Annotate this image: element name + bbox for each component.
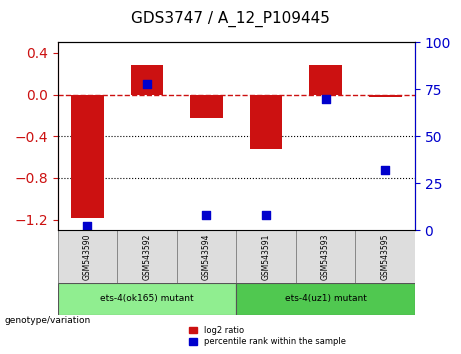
Point (84, 223, 91, 229)
Point (322, 96, 329, 102)
Text: genotype/variation: genotype/variation (5, 316, 91, 325)
Bar (130, 65, 163, 95)
Text: GSM543590: GSM543590 (83, 233, 92, 280)
FancyBboxPatch shape (58, 230, 117, 283)
Bar (309, 65, 342, 95)
FancyBboxPatch shape (117, 230, 177, 283)
FancyBboxPatch shape (355, 230, 415, 283)
Point (262, 212, 270, 218)
Text: ets-4(ok165) mutant: ets-4(ok165) mutant (100, 295, 194, 303)
FancyBboxPatch shape (236, 283, 415, 315)
FancyBboxPatch shape (236, 230, 296, 283)
Point (203, 212, 210, 218)
Bar (250, 95, 283, 149)
Text: GSM543591: GSM543591 (261, 233, 271, 280)
Bar (369, 95, 402, 97)
FancyBboxPatch shape (296, 230, 355, 283)
Text: GDS3747 / A_12_P109445: GDS3747 / A_12_P109445 (131, 11, 330, 27)
Legend: log2 ratio, percentile rank within the sample: log2 ratio, percentile rank within the s… (185, 322, 349, 350)
Point (143, 81, 151, 87)
Point (381, 167, 389, 173)
Text: GSM543593: GSM543593 (321, 233, 330, 280)
FancyBboxPatch shape (177, 230, 236, 283)
Bar (190, 95, 223, 118)
FancyBboxPatch shape (58, 283, 236, 315)
Text: ets-4(uz1) mutant: ets-4(uz1) mutant (284, 295, 366, 303)
Bar (71, 95, 104, 218)
Text: GSM543592: GSM543592 (142, 233, 152, 280)
Text: GSM543594: GSM543594 (202, 233, 211, 280)
Text: GSM543595: GSM543595 (381, 233, 390, 280)
